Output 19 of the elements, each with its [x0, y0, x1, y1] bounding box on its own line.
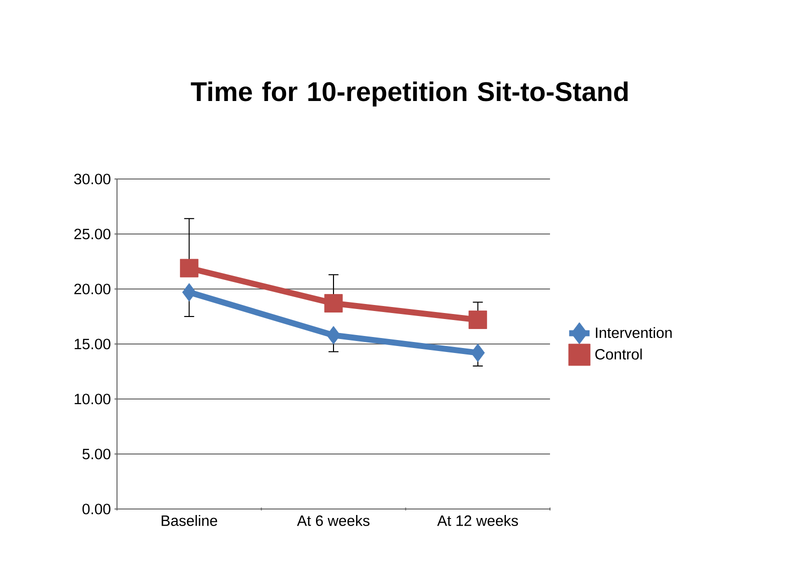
x-tick-label: At 6 weeks — [296, 515, 370, 526]
y-tick-label: 25.00 — [74, 228, 110, 240]
y-tick-label: 5.00 — [82, 448, 110, 460]
y-tick-label: 15.00 — [74, 338, 110, 350]
y-tick-label: 10.00 — [74, 394, 110, 404]
point — [326, 326, 340, 344]
point — [180, 258, 198, 278]
y-tick-label: 30.00 — [74, 174, 110, 184]
x-tick-label: At 12 weeks — [437, 515, 518, 526]
y-tick-label: 20.00 — [74, 284, 110, 294]
point — [324, 294, 343, 313]
legend-label: Intervention — [596, 327, 672, 338]
point — [468, 310, 488, 330]
chart-title: Time for 10-repetition Sit-to-Stand — [190, 81, 628, 107]
point — [182, 283, 196, 302]
x-tick-label: Baseline — [162, 515, 218, 526]
legend-label: Control — [595, 348, 642, 360]
point — [470, 344, 485, 362]
y-tick-label: 0.00 — [82, 504, 110, 514]
